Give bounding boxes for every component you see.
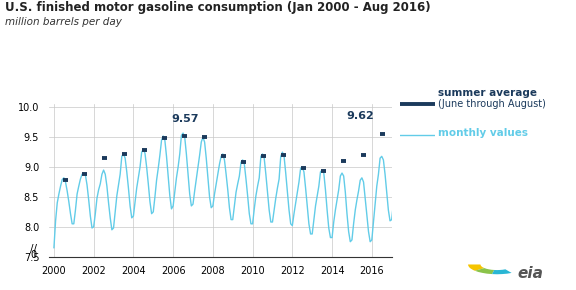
Text: 9.57: 9.57: [171, 114, 198, 124]
Text: 9.62: 9.62: [346, 110, 374, 121]
Text: million barrels per day: million barrels per day: [5, 17, 122, 27]
Text: //: //: [30, 244, 37, 254]
Text: U.S. finished motor gasoline consumption (Jan 2000 - Aug 2016): U.S. finished motor gasoline consumption…: [5, 1, 430, 14]
Text: (June through August): (June through August): [438, 99, 545, 108]
Text: summer average: summer average: [438, 88, 537, 98]
Wedge shape: [468, 264, 484, 271]
Text: monthly values: monthly values: [438, 128, 528, 137]
Wedge shape: [492, 269, 511, 274]
Text: eia: eia: [518, 267, 544, 281]
Text: 0: 0: [30, 250, 36, 260]
Wedge shape: [475, 268, 494, 274]
